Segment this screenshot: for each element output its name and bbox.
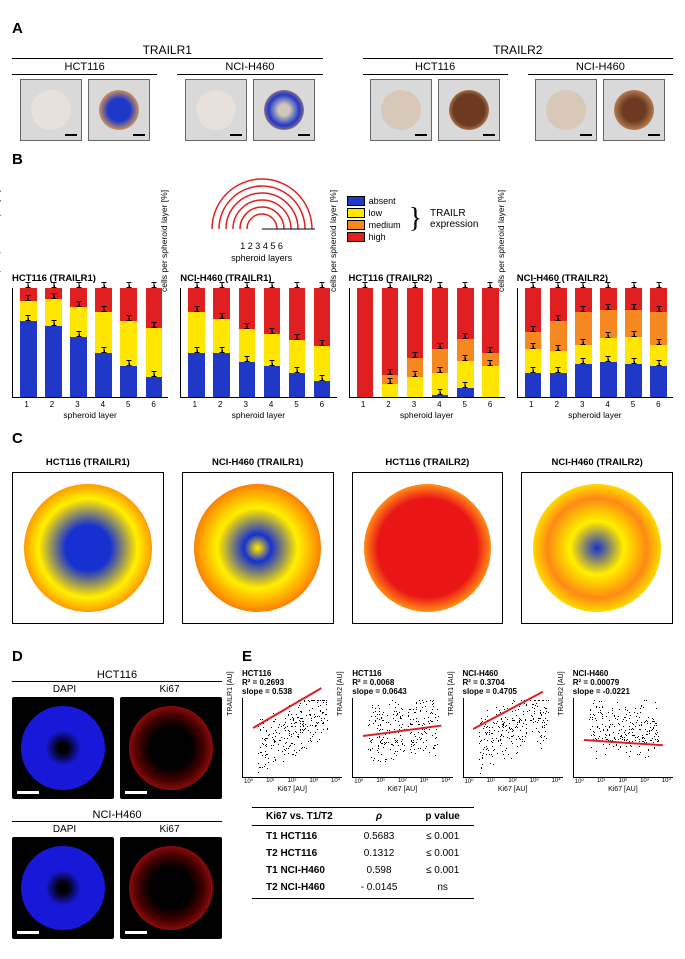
receptor-title: TRAILR1 <box>12 43 323 57</box>
sim-title: NCI-H460 (TRAILR1) <box>182 457 334 468</box>
spheroid-layers-icon <box>207 174 317 234</box>
fluor-micrograph <box>120 837 222 939</box>
stacked-barchart: cells per spheroid layer [%] <box>349 288 505 398</box>
scatter-title: HCT116 R² = 0.2693 slope = 0.538 <box>242 669 342 697</box>
scatter-title: HCT116 R² = 0.0068 slope = 0.0643 <box>352 669 452 697</box>
cellline-title: NCI-H460 <box>177 61 322 73</box>
table-header: p value <box>411 808 473 826</box>
sim-spheroid-box <box>182 472 334 624</box>
scatter-title: NCI-H460 R² = 0.00079 slope = -0.0221 <box>573 669 673 697</box>
cellline-title: NCI-H460 <box>528 61 673 73</box>
sim-title: NCI-H460 (TRAILR2) <box>521 457 673 468</box>
micrograph <box>535 79 597 141</box>
scatter-plot: TRAILR2 [AU] <box>573 698 673 778</box>
fluor-micrograph <box>12 697 114 799</box>
panel-a: TRAILR1 HCT116 NCI-H460 TRAILR2 HCT116 NCI-H4… <box>12 41 673 141</box>
d-cellline-title: NCI-H460 <box>12 809 222 821</box>
panel-d: D HCT116DAPIKi67NCI-H460DAPIKi67 <box>12 638 222 949</box>
legend-swatches: absent low medium high <box>347 196 401 242</box>
sim-title: HCT116 (TRAILR1) <box>12 457 164 468</box>
scatter-xlabel: Ki67 [AU] <box>463 786 563 793</box>
receptor-title: TRAILR2 <box>363 43 674 57</box>
scatter-xlabel: Ki67 [AU] <box>573 786 673 793</box>
sim-spheroid-box <box>521 472 673 624</box>
fluor-micrograph <box>12 837 114 939</box>
panel-b-charts: HCT116 (TRAILR1) cells per spheroid layer… <box>12 273 673 420</box>
fluor-micrograph <box>120 697 222 799</box>
micrograph <box>20 79 82 141</box>
micrograph <box>603 79 665 141</box>
panel-label-a: A <box>12 20 673 37</box>
table-header: Ki67 vs. T1/T2 <box>252 808 347 826</box>
panel-e: E HCT116 R² = 0.2693 slope = 0.538TRAILR… <box>242 638 673 949</box>
layer-numbers: 1 2 3 4 5 6 <box>207 241 317 251</box>
brace-icon: } <box>409 206 422 231</box>
scatter-xlabel: Ki67 [AU] <box>242 786 342 793</box>
stacked-barchart: cells per spheroid layer [%] <box>517 288 673 398</box>
micrograph <box>88 79 150 141</box>
micrograph <box>438 79 500 141</box>
scatter-plot: TRAILR1 [AU] <box>463 698 563 778</box>
chart-title: NCI-H460 (TRAILR2) <box>517 273 673 284</box>
cellline-title: HCT116 <box>363 61 508 73</box>
micrograph <box>185 79 247 141</box>
sim-title: HCT116 (TRAILR2) <box>352 457 504 468</box>
panel-label-c: C <box>12 430 673 447</box>
scatter-plot: TRAILR1 [AU] <box>242 698 342 778</box>
table-row: T2 NCI-H460- 0.0145ns <box>252 879 474 899</box>
panel-label-e: E <box>242 648 673 665</box>
scatter-title: NCI-H460 R² = 0.3704 slope = 0.4705 <box>463 669 563 697</box>
d-cellline-title: HCT116 <box>12 669 222 681</box>
chart-title: HCT116 (TRAILR2) <box>349 273 505 284</box>
table-row: T1 HCT1160.5683≤ 0.001 <box>252 826 474 846</box>
channel-label: Ki67 <box>117 824 222 835</box>
legend-label: low <box>369 208 383 218</box>
scatter-xlabel: Ki67 [AU] <box>352 786 452 793</box>
micrograph <box>370 79 432 141</box>
chart-title: NCI-H460 (TRAILR1) <box>180 273 336 284</box>
chart-title: HCT116 (TRAILR1) <box>12 273 168 284</box>
cellline-title: HCT116 <box>12 61 157 73</box>
table-header: ρ <box>347 808 412 826</box>
legend-label: high <box>369 232 386 242</box>
panel-c: HCT116 (TRAILR1) NCI-H460 (TRAILR1) HCT1… <box>12 457 673 624</box>
correlation-table: Ki67 vs. T1/T2ρp valueT1 HCT1160.5683≤ 0… <box>252 807 474 899</box>
panel-b-legend-row: 1 2 3 4 5 6 spheroid layers absent low med… <box>12 174 673 263</box>
legend-label: medium <box>369 220 401 230</box>
table-row: T1 NCI-H4600.598≤ 0.001 <box>252 862 474 879</box>
sim-spheroid-box <box>352 472 504 624</box>
channel-label: Ki67 <box>117 684 222 695</box>
channel-label: DAPI <box>12 824 117 835</box>
table-row: T2 HCT1160.1312≤ 0.001 <box>252 845 474 862</box>
stacked-barchart: cells per spheroid layer [%] <box>180 288 336 398</box>
micrograph <box>253 79 315 141</box>
channel-label: DAPI <box>12 684 117 695</box>
legend-label: absent <box>369 196 396 206</box>
legend-bracket-label: TRAILR expression <box>430 208 478 230</box>
panel-label-d: D <box>12 648 222 665</box>
stacked-barchart: cells per spheroid layer [%] <box>12 288 168 398</box>
layers-caption: spheroid layers <box>207 253 317 263</box>
sim-spheroid-box <box>12 472 164 624</box>
panel-label-b: B <box>12 151 673 168</box>
scatter-plot: TRAILR2 [AU] <box>352 698 452 778</box>
